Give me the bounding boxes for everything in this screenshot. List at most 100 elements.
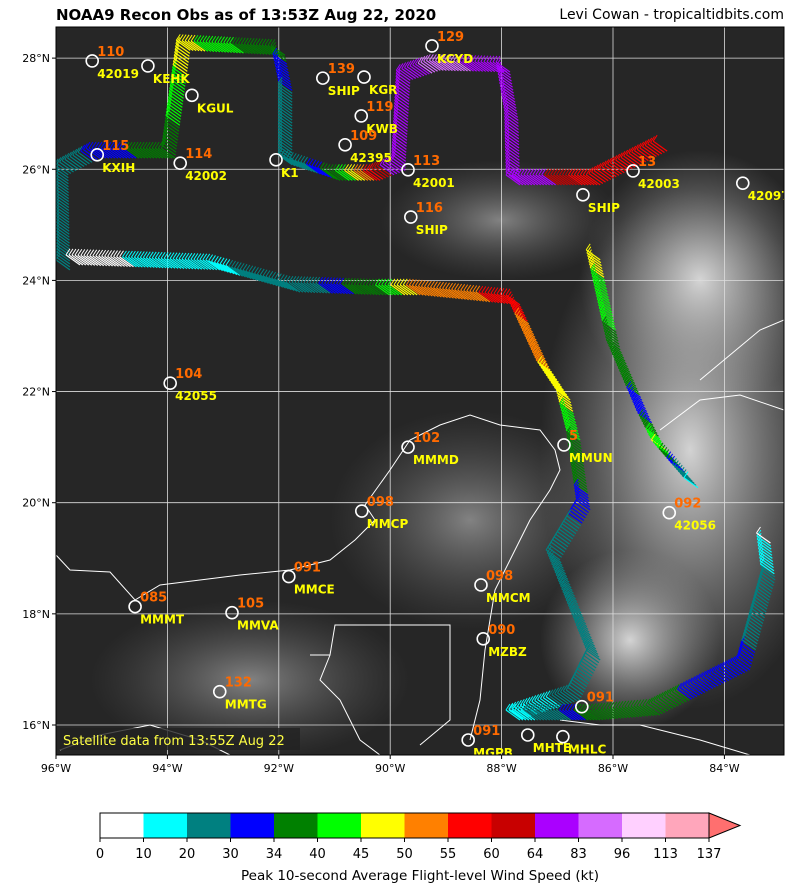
wind-barb-flag bbox=[550, 703, 555, 711]
wind-barb-flag bbox=[714, 664, 720, 671]
wind-barb-flag bbox=[136, 251, 142, 258]
wind-barb-flag bbox=[393, 278, 399, 286]
station-marker-icon bbox=[474, 578, 488, 592]
x-tick-label: 88°W bbox=[486, 762, 516, 775]
wind-barb bbox=[432, 60, 447, 71]
wind-barb-flag bbox=[436, 281, 441, 289]
wind-barb-flag bbox=[168, 88, 174, 95]
wind-barb-flag bbox=[374, 160, 379, 168]
wind-barb bbox=[160, 257, 176, 269]
wind-barb-flag bbox=[644, 138, 650, 146]
wind-barb-flag bbox=[758, 545, 764, 552]
wind-barb bbox=[56, 177, 69, 188]
wind-barb bbox=[466, 290, 482, 302]
wind-barb bbox=[72, 154, 88, 166]
wind-barb bbox=[101, 255, 116, 267]
wind-barb bbox=[56, 223, 70, 235]
wind-barb bbox=[122, 256, 137, 268]
wind-barb-flag bbox=[493, 287, 499, 294]
wind-barb-flag bbox=[590, 266, 596, 274]
wind-barb bbox=[259, 274, 275, 286]
wind-barb bbox=[245, 270, 261, 282]
x-tick-label: 86°W bbox=[598, 762, 628, 775]
wind-barb-flag bbox=[235, 37, 240, 44]
wind-barb bbox=[562, 174, 577, 186]
wind-barb bbox=[576, 668, 592, 680]
wind-barb-flag bbox=[330, 277, 335, 284]
wind-barb bbox=[558, 400, 574, 412]
wind-barb-flag bbox=[166, 252, 172, 259]
wind-barb-flag bbox=[563, 588, 569, 595]
wind-barb bbox=[580, 660, 596, 672]
wind-barb bbox=[139, 257, 155, 268]
wind-barb bbox=[500, 91, 516, 103]
wind-barb bbox=[375, 284, 390, 296]
wind-barb bbox=[391, 144, 407, 156]
wind-barb bbox=[387, 284, 403, 296]
wind-barb-flag bbox=[160, 141, 166, 149]
wind-barb-flag bbox=[202, 35, 208, 43]
wind-barb bbox=[391, 153, 406, 165]
wind-barb-flag bbox=[245, 264, 251, 272]
station-marker-icon bbox=[354, 504, 369, 518]
wind-barb bbox=[119, 256, 134, 268]
wind-barb-flag bbox=[328, 164, 334, 171]
wind-barb bbox=[56, 165, 69, 176]
wind-barb-flag bbox=[97, 141, 103, 149]
wind-barb bbox=[121, 147, 137, 159]
wind-barb-flag bbox=[595, 287, 601, 294]
wind-barb bbox=[593, 170, 609, 182]
station-id: 42395 bbox=[350, 151, 392, 165]
wind-barb-flag bbox=[568, 444, 574, 451]
wind-barb-flag bbox=[193, 35, 199, 42]
wind-barb bbox=[350, 283, 366, 295]
wind-barb bbox=[348, 283, 363, 295]
wind-barb bbox=[77, 254, 93, 266]
wind-barb-flag bbox=[277, 91, 283, 99]
wind-barb bbox=[236, 268, 252, 280]
wind-barb bbox=[570, 174, 586, 186]
wind-barb bbox=[685, 684, 700, 696]
wind-barb-flag bbox=[167, 97, 172, 104]
wind-barb-flag bbox=[505, 150, 510, 157]
wind-barb-flag bbox=[560, 403, 566, 411]
wind-barb-flag bbox=[80, 249, 86, 256]
wind-barb bbox=[698, 678, 714, 689]
wind-barb-flag bbox=[56, 206, 60, 212]
wind-barb bbox=[573, 709, 589, 721]
wind-barb-flag bbox=[190, 34, 196, 42]
station-marker-icon bbox=[269, 153, 283, 167]
wind-barb bbox=[169, 258, 185, 270]
wind-barb-flag bbox=[495, 55, 501, 63]
wind-barb-flag bbox=[314, 160, 320, 167]
wind-barb bbox=[597, 301, 613, 313]
wind-barb bbox=[736, 656, 752, 668]
wind-barb-flag bbox=[420, 280, 426, 287]
wind-barb bbox=[501, 97, 517, 109]
wind-barb-flag bbox=[56, 214, 60, 222]
wind-barb-flag bbox=[516, 312, 522, 320]
wind-barb-flag bbox=[317, 161, 323, 168]
wind-barb-flag bbox=[264, 38, 270, 46]
wind-barb bbox=[526, 174, 542, 186]
wind-barb bbox=[136, 147, 152, 159]
wind-barb bbox=[420, 61, 436, 73]
wind-barb-flag bbox=[559, 685, 565, 693]
wind-barb bbox=[202, 41, 218, 53]
wind-barb bbox=[322, 168, 338, 180]
wind-barb-flag bbox=[669, 686, 675, 694]
wind-barb-flag bbox=[190, 253, 196, 260]
wind-barb-flag bbox=[88, 141, 94, 149]
wind-barb bbox=[435, 60, 450, 72]
wind-barb bbox=[450, 60, 465, 72]
wind-barb bbox=[412, 64, 428, 76]
wind-barb-flag bbox=[616, 358, 622, 366]
wind-barb bbox=[565, 429, 581, 441]
wind-barb bbox=[574, 493, 590, 505]
wind-barb-flag bbox=[395, 73, 401, 80]
wind-barb bbox=[216, 262, 232, 274]
wind-barb bbox=[602, 324, 618, 336]
wind-barb-flag bbox=[583, 638, 589, 645]
